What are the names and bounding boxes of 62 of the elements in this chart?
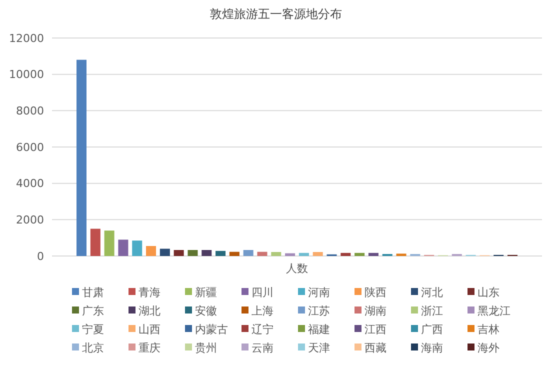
bar (354, 252, 365, 256)
legend-label: 福建 (308, 322, 330, 336)
bar (188, 250, 198, 256)
legend-label: 北京 (82, 341, 104, 354)
legend-label: 浙江 (421, 304, 443, 318)
y-tick-label: 8000 (16, 104, 44, 118)
bar (146, 246, 156, 256)
legend-label: 海南 (421, 341, 443, 354)
legend-label: 湖北 (138, 304, 160, 318)
legend-label: 河北 (421, 286, 443, 299)
bar (285, 253, 296, 256)
legend-label: 西藏 (364, 341, 386, 354)
bar (160, 248, 170, 256)
legend-label: 河南 (308, 286, 330, 299)
bar (118, 240, 128, 256)
bar (298, 252, 309, 256)
y-tick-label: 2000 (16, 214, 44, 227)
bar (76, 60, 87, 256)
legend-label: 江苏 (308, 304, 330, 318)
y-tick-label: 0 (37, 250, 44, 263)
legend-label: 安徽 (195, 304, 217, 318)
bar (132, 240, 142, 256)
bar (243, 250, 254, 256)
legend-label: 四川 (252, 286, 274, 299)
legend-label: 天津 (308, 341, 330, 354)
legend-label: 重庆 (138, 341, 160, 354)
y-tick-label: 10000 (9, 68, 44, 82)
legend-label: 新疆 (195, 286, 217, 299)
legend-label: 辽宁 (252, 322, 274, 336)
y-tick-label: 6000 (16, 140, 44, 154)
bar (368, 252, 378, 256)
legend-label: 山东 (478, 286, 500, 299)
legend-label: 吉林 (478, 322, 500, 336)
legend-label: 陕西 (364, 286, 386, 299)
legend-label: 云南 (252, 341, 274, 354)
legend-label: 广东 (82, 304, 104, 318)
bar (202, 250, 212, 256)
legend-label: 上海 (252, 304, 274, 318)
bar (104, 230, 114, 256)
legend-label: 黑龙江 (478, 304, 510, 318)
bar (257, 252, 268, 256)
bar (312, 252, 323, 256)
legend-label: 湖南 (364, 304, 386, 318)
legend-label: 广西 (421, 322, 443, 336)
bar (271, 252, 282, 256)
bar (90, 228, 100, 256)
legend-label: 贵州 (195, 341, 217, 354)
chart-title: 敦煌旅游五一客源地分布 (210, 7, 342, 21)
bar (216, 250, 226, 256)
legend-label: 青海 (138, 286, 160, 299)
y-tick-label: 12000 (9, 32, 44, 45)
legend-label: 江西 (364, 322, 386, 336)
legend-label: 宁夏 (82, 322, 104, 336)
bar (174, 250, 184, 256)
legend-label: 内蒙古 (195, 322, 228, 336)
bar (229, 252, 240, 256)
y-tick-label: 4000 (16, 177, 44, 190)
legend-label: 山西 (138, 322, 160, 336)
legend-label: 海外 (478, 341, 500, 354)
bar (340, 252, 351, 256)
x-tick-label: 人数 (286, 262, 308, 275)
legend-label: 甘肃 (82, 286, 104, 299)
